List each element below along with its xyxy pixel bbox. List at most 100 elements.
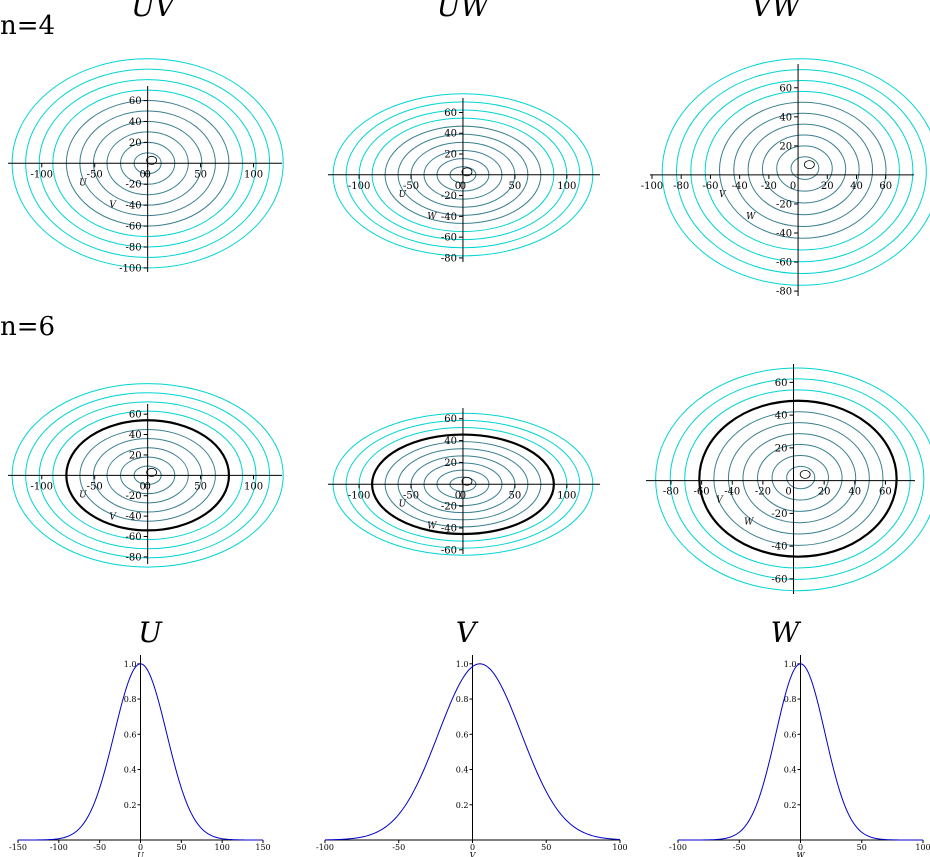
peak-marker [799,469,811,479]
x-tick-label: 0 [470,843,475,852]
contour-line [757,444,843,512]
chart-panel-5: -80 -60 -40 -20 20 40 60 0 -60 -40 -20 20 40 60 V W [646,364,930,594]
y-tick-label: 40 [444,129,457,140]
contour-line [704,90,900,251]
x-tick-label: 0 [460,490,466,501]
chart-title: U [138,616,163,649]
x-tick-label: -50 [87,481,103,492]
y-tick-label: 40 [129,117,142,128]
y-tick-label: 1.0 [456,660,469,669]
x-tick-label: -50 [392,843,405,852]
y-tick-label: -60 [441,545,457,556]
row-label-n4: n=4 [0,11,55,41]
y-tick-label: -60 [441,233,457,244]
y-tick-label: 0.4 [784,766,797,775]
y-axis-label: W [427,521,437,531]
x-tick-label: 100 [557,181,576,192]
y-tick-label: 0.8 [784,695,797,704]
x-axis-label: U [79,490,87,500]
y-tick-label: 40 [775,411,788,422]
density-curve [18,663,263,841]
x-tick-label: 50 [194,169,207,180]
contour-line [771,454,829,501]
x-tick-label: 40 [850,181,863,192]
x-tick-label: -20 [755,487,771,498]
x-tick-label: -80 [663,487,679,498]
chart-panel-6: U -150 -100 -50 0 50 100 150 0.2 0.4 0.6 0.8 1.0 U [9,616,271,857]
x-axis-label: V [716,496,724,506]
y-tick-label: -80 [126,552,142,563]
origin-label: 0 [139,481,145,492]
x-tick-label: 60 [879,487,892,498]
x-tick-label: 100 [915,843,930,852]
y-tick-label: 0.8 [456,695,469,704]
y-tick-label: -40 [771,542,787,553]
x-tick-label: 50 [176,843,186,852]
x-tick-label: 0 [798,843,803,852]
y-tick-label: -20 [771,509,787,520]
y-axis-label: W [746,212,756,222]
peak-marker [461,167,473,177]
chart-panel-7: V -100 -50 0 50 100 0.2 0.4 0.6 0.8 1.0 V [316,616,628,857]
x-tick-label: -100 [31,481,53,492]
x-tick-label: 0 [144,481,150,492]
origin-label: 0 [785,487,791,498]
x-tick-label: -50 [93,843,106,852]
chart-title: V [456,616,479,649]
y-tick-label: -80 [441,253,457,264]
chart-title: W [771,616,802,649]
x-tick-label: -100 [348,490,370,501]
contour-line [786,465,816,490]
x-tick-label: -60 [694,487,710,498]
x-axis-label: U [399,190,407,200]
x-tick-label: 20 [821,181,834,192]
x-axis-label: W [796,851,805,857]
row-label-n6: n=6 [0,312,55,342]
x-tick-label: -100 [316,843,334,852]
x-tick-label: -80 [673,181,689,192]
chart-panel-4: -100 -50 0 50 100 0 -60 -40 -20 20 40 60 U W [328,408,600,556]
peak-marker [803,160,815,170]
y-tick-label: 40 [129,430,142,441]
x-tick-label: -100 [50,843,68,852]
y-tick-label: 60 [129,410,142,421]
y-tick-label: -20 [126,180,142,191]
y-tick-label: -40 [441,523,457,534]
y-tick-label: 20 [775,443,788,454]
x-tick-label: 50 [509,181,522,192]
x-axis-label: U [137,851,144,857]
peak-marker [146,467,158,477]
x-tick-label: -50 [403,181,419,192]
y-tick-label: -20 [441,191,457,202]
x-axis-label: U [79,178,87,188]
y-axis-label: V [109,200,117,210]
contour-line [684,389,911,569]
x-tick-label: -40 [732,181,748,192]
density-curve [324,663,621,841]
x-tick-label: 100 [244,481,263,492]
y-tick-label: 20 [129,450,142,461]
y-tick-label: 0.6 [784,730,797,739]
y-tick-label: 1.0 [124,660,137,669]
y-tick-label: -20 [126,491,142,502]
y-tick-label: 0.6 [456,730,469,739]
contour-line [727,422,870,535]
y-tick-label: 0.2 [124,801,137,810]
y-tick-label: -60 [126,532,142,543]
x-tick-label: 0 [144,169,150,180]
origin-label: 0 [455,181,461,192]
x-tick-label: 40 [848,487,861,498]
x-tick-label: 50 [541,843,551,852]
contour-line [761,134,847,204]
contour-line [790,156,820,180]
y-tick-label: 60 [444,414,457,425]
contour-line [747,123,860,216]
origin-label: 0 [139,169,145,180]
chart-panel-3: -100 -50 0 50 100 0 -80 -60 -40 -20 20 40 60 U V [8,383,284,568]
y-tick-label: 40 [444,436,457,447]
contour-line [733,112,874,227]
y-tick-label: -60 [126,222,142,233]
y-tick-label: -80 [126,242,142,253]
